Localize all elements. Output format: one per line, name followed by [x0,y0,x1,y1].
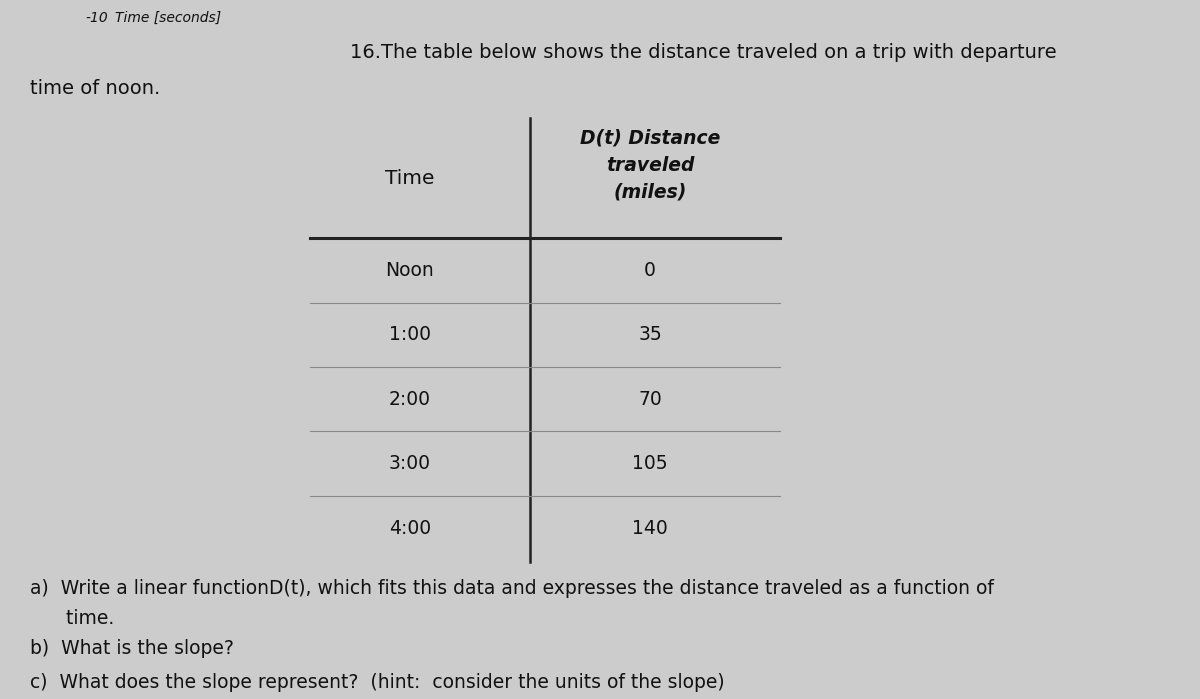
Text: Noon: Noon [385,261,434,280]
Text: Time: Time [385,168,434,187]
Text: 140: 140 [632,519,668,538]
Text: b)  What is the slope?: b) What is the slope? [30,638,234,658]
Text: 16.The table below shows the distance traveled on a trip with departure: 16.The table below shows the distance tr… [350,43,1057,62]
Text: time of noon.: time of noon. [30,78,161,97]
Text: 0: 0 [644,261,656,280]
Text: 2:00: 2:00 [389,390,431,409]
Text: 1:00: 1:00 [389,325,431,344]
Text: c)  What does the slope represent?  (hint:  consider the units of the slope): c) What does the slope represent? (hint:… [30,672,725,691]
Text: -10: -10 [85,11,108,25]
Text: 35: 35 [638,325,662,344]
Text: 3:00: 3:00 [389,454,431,473]
Text: D(t) Distance: D(t) Distance [580,129,720,147]
Text: Time [seconds]: Time [seconds] [115,11,221,25]
Text: traveled: traveled [606,155,694,175]
Text: 105: 105 [632,454,668,473]
Text: 70: 70 [638,390,662,409]
Text: time.: time. [30,609,114,628]
Text: a)  Write a linear functionD(t), which fits this data and expresses the distance: a) Write a linear functionD(t), which fi… [30,579,994,598]
Text: (miles): (miles) [613,182,686,201]
Text: 4:00: 4:00 [389,519,431,538]
